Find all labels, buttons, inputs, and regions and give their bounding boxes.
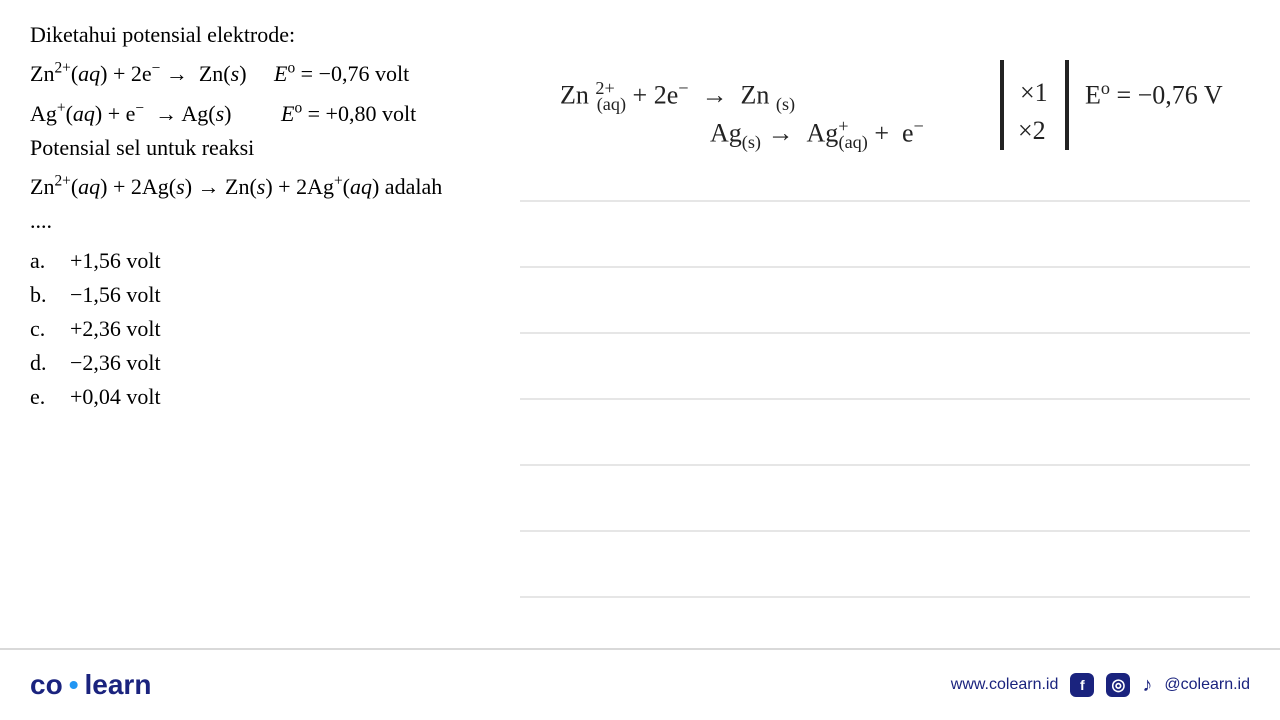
option-d-label: d. (30, 346, 48, 380)
option-e: e. +0,04 volt (30, 380, 530, 414)
option-d: d. −2,36 volt (30, 346, 530, 380)
tiktok-icon: ♪ (1142, 674, 1152, 697)
option-c: c. +2,36 volt (30, 312, 530, 346)
logo-learn: learn (85, 669, 152, 701)
work-area: Zn 2+(aq) + 2e− → Zn (s) Ag(s) → Ag+(aq)… (520, 60, 1260, 620)
equation-2: Ag+(aq) + e− → Ag(s) Eo = +0,80 volt (30, 91, 530, 130)
rule-line (520, 200, 1250, 202)
handwriting-e-value: Eo = −0,76 V (1085, 78, 1223, 111)
option-d-text: −2,36 volt (70, 346, 161, 380)
equation-1: Zn2+(aq) + 2e− → Zn(s) Eo = −0,76 volt (30, 52, 530, 91)
option-b-label: b. (30, 278, 48, 312)
vertical-divider-2 (1065, 60, 1069, 150)
option-e-text: +0,04 volt (70, 380, 161, 414)
rule-line (520, 266, 1250, 268)
handwriting-mult-1: ×1 (1020, 78, 1048, 108)
vertical-divider-1 (1000, 60, 1004, 150)
option-a-text: +1,56 volt (70, 244, 161, 278)
option-b: b. −1,56 volt (30, 278, 530, 312)
instagram-icon: ◎ (1106, 673, 1130, 697)
question-block: Diketahui potensial elektrode: Zn2+(aq) … (30, 18, 530, 414)
footer-handle: @colearn.id (1164, 676, 1250, 694)
equation-2-e: Eo = +0,80 volt (281, 101, 416, 126)
rule-line (520, 530, 1250, 532)
handwriting-line-2: Ag(s) → Ag+(aq) + e− (710, 116, 924, 153)
option-c-text: +2,36 volt (70, 312, 161, 346)
rule-line (520, 464, 1250, 466)
option-a-label: a. (30, 244, 48, 278)
page-root: Diketahui potensial elektrode: Zn2+(aq) … (0, 0, 1280, 720)
brand-logo: co•learn (30, 669, 151, 701)
logo-dot: • (69, 669, 79, 701)
equation-1-lhs: Zn2+(aq) + 2e− → Zn(s) (30, 61, 247, 86)
option-b-text: −1,56 volt (70, 278, 161, 312)
prompt-1: Potensial sel untuk reaksi (30, 131, 530, 165)
option-a: a. +1,56 volt (30, 244, 530, 278)
footer-right: www.colearn.id f ◎ ♪ @colearn.id (951, 673, 1250, 697)
prompt-2: Zn2+(aq) + 2Ag(s) → Zn(s) + 2Ag+(aq) ada… (30, 165, 530, 204)
prompt-ellipsis: .... (30, 204, 530, 238)
footer: co•learn www.colearn.id f ◎ ♪ @colearn.i… (0, 648, 1280, 720)
rule-line (520, 332, 1250, 334)
logo-co: co (30, 669, 63, 701)
handwriting-line-1: Zn 2+(aq) + 2e− → Zn (s) (560, 78, 795, 115)
rule-line (520, 596, 1250, 598)
rule-line (520, 398, 1250, 400)
option-e-label: e. (30, 380, 48, 414)
footer-url: www.colearn.id (951, 676, 1059, 694)
options-list: a. +1,56 volt b. −1,56 volt c. +2,36 vol… (30, 244, 530, 414)
equation-1-e: Eo = −0,76 volt (274, 61, 409, 86)
question-header: Diketahui potensial elektrode: (30, 18, 530, 52)
facebook-icon: f (1070, 673, 1094, 697)
option-c-label: c. (30, 312, 48, 346)
handwriting-mult-2: ×2 (1018, 116, 1046, 146)
equation-2-lhs: Ag+(aq) + e− → Ag(s) (30, 101, 231, 126)
